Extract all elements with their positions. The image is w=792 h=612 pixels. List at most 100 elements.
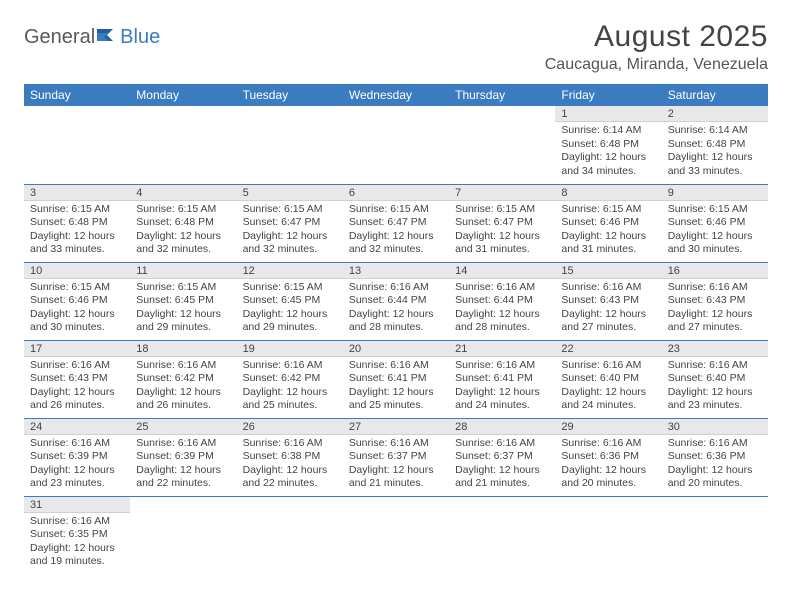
day-info: Sunrise: 6:14 AMSunset: 6:48 PMDaylight:… — [662, 122, 768, 181]
calendar-day-cell: 3Sunrise: 6:15 AMSunset: 6:48 PMDaylight… — [24, 184, 130, 262]
calendar-day-cell — [449, 106, 555, 184]
calendar-day-cell — [130, 496, 236, 574]
calendar-day-cell: 8Sunrise: 6:15 AMSunset: 6:46 PMDaylight… — [555, 184, 661, 262]
calendar-day-cell: 5Sunrise: 6:15 AMSunset: 6:47 PMDaylight… — [237, 184, 343, 262]
calendar-day-cell: 14Sunrise: 6:16 AMSunset: 6:44 PMDayligh… — [449, 262, 555, 340]
calendar-day-cell: 21Sunrise: 6:16 AMSunset: 6:41 PMDayligh… — [449, 340, 555, 418]
calendar-day-cell: 31Sunrise: 6:16 AMSunset: 6:35 PMDayligh… — [24, 496, 130, 574]
calendar-day-cell: 20Sunrise: 6:16 AMSunset: 6:41 PMDayligh… — [343, 340, 449, 418]
logo-text-blue: Blue — [120, 26, 160, 49]
day-number: 25 — [130, 419, 236, 435]
logo: General Blue — [24, 20, 160, 49]
day-number: 27 — [343, 419, 449, 435]
day-info: Sunrise: 6:16 AMSunset: 6:37 PMDaylight:… — [449, 435, 555, 494]
day-number: 2 — [662, 106, 768, 122]
calendar-day-cell: 24Sunrise: 6:16 AMSunset: 6:39 PMDayligh… — [24, 418, 130, 496]
calendar-week-row: 17Sunrise: 6:16 AMSunset: 6:43 PMDayligh… — [24, 340, 768, 418]
day-number: 7 — [449, 185, 555, 201]
calendar-day-cell: 18Sunrise: 6:16 AMSunset: 6:42 PMDayligh… — [130, 340, 236, 418]
calendar-day-cell: 6Sunrise: 6:15 AMSunset: 6:47 PMDaylight… — [343, 184, 449, 262]
calendar-day-cell: 23Sunrise: 6:16 AMSunset: 6:40 PMDayligh… — [662, 340, 768, 418]
day-info: Sunrise: 6:16 AMSunset: 6:35 PMDaylight:… — [24, 513, 130, 572]
calendar-day-cell — [237, 496, 343, 574]
calendar-day-cell: 28Sunrise: 6:16 AMSunset: 6:37 PMDayligh… — [449, 418, 555, 496]
calendar-week-row: 3Sunrise: 6:15 AMSunset: 6:48 PMDaylight… — [24, 184, 768, 262]
calendar-day-cell — [24, 106, 130, 184]
calendar-day-cell: 22Sunrise: 6:16 AMSunset: 6:40 PMDayligh… — [555, 340, 661, 418]
day-info: Sunrise: 6:16 AMSunset: 6:39 PMDaylight:… — [130, 435, 236, 494]
calendar-table: Sunday Monday Tuesday Wednesday Thursday… — [24, 84, 768, 574]
calendar-page: General Blue August 2025 Caucagua, Miran… — [0, 0, 792, 594]
day-number: 14 — [449, 263, 555, 279]
calendar-day-cell: 19Sunrise: 6:16 AMSunset: 6:42 PMDayligh… — [237, 340, 343, 418]
day-info: Sunrise: 6:15 AMSunset: 6:46 PMDaylight:… — [24, 279, 130, 338]
day-info: Sunrise: 6:16 AMSunset: 6:43 PMDaylight:… — [555, 279, 661, 338]
day-number: 8 — [555, 185, 661, 201]
day-info: Sunrise: 6:16 AMSunset: 6:41 PMDaylight:… — [343, 357, 449, 416]
day-number: 30 — [662, 419, 768, 435]
calendar-day-cell — [237, 106, 343, 184]
calendar-day-cell: 29Sunrise: 6:16 AMSunset: 6:36 PMDayligh… — [555, 418, 661, 496]
calendar-day-cell: 15Sunrise: 6:16 AMSunset: 6:43 PMDayligh… — [555, 262, 661, 340]
day-number: 26 — [237, 419, 343, 435]
day-number: 11 — [130, 263, 236, 279]
day-number: 6 — [343, 185, 449, 201]
logo-text-general: General — [24, 26, 95, 49]
day-info: Sunrise: 6:15 AMSunset: 6:46 PMDaylight:… — [662, 201, 768, 260]
calendar-day-cell — [130, 106, 236, 184]
weekday-header: Thursday — [449, 84, 555, 106]
weekday-header: Tuesday — [237, 84, 343, 106]
day-info: Sunrise: 6:15 AMSunset: 6:47 PMDaylight:… — [449, 201, 555, 260]
calendar-week-row: 31Sunrise: 6:16 AMSunset: 6:35 PMDayligh… — [24, 496, 768, 574]
day-info: Sunrise: 6:15 AMSunset: 6:48 PMDaylight:… — [130, 201, 236, 260]
flag-icon — [97, 26, 119, 49]
day-info: Sunrise: 6:15 AMSunset: 6:47 PMDaylight:… — [237, 201, 343, 260]
day-info: Sunrise: 6:15 AMSunset: 6:46 PMDaylight:… — [555, 201, 661, 260]
weekday-header-row: Sunday Monday Tuesday Wednesday Thursday… — [24, 84, 768, 106]
day-info: Sunrise: 6:16 AMSunset: 6:38 PMDaylight:… — [237, 435, 343, 494]
day-number: 28 — [449, 419, 555, 435]
day-info: Sunrise: 6:16 AMSunset: 6:43 PMDaylight:… — [24, 357, 130, 416]
calendar-day-cell: 16Sunrise: 6:16 AMSunset: 6:43 PMDayligh… — [662, 262, 768, 340]
day-number: 21 — [449, 341, 555, 357]
day-number: 23 — [662, 341, 768, 357]
day-info: Sunrise: 6:16 AMSunset: 6:40 PMDaylight:… — [662, 357, 768, 416]
day-info: Sunrise: 6:16 AMSunset: 6:44 PMDaylight:… — [449, 279, 555, 338]
day-info: Sunrise: 6:16 AMSunset: 6:41 PMDaylight:… — [449, 357, 555, 416]
calendar-day-cell — [555, 496, 661, 574]
calendar-day-cell: 1Sunrise: 6:14 AMSunset: 6:48 PMDaylight… — [555, 106, 661, 184]
weekday-header: Saturday — [662, 84, 768, 106]
weekday-header: Wednesday — [343, 84, 449, 106]
day-number: 15 — [555, 263, 661, 279]
calendar-day-cell: 2Sunrise: 6:14 AMSunset: 6:48 PMDaylight… — [662, 106, 768, 184]
day-number: 31 — [24, 497, 130, 513]
day-number: 4 — [130, 185, 236, 201]
location: Caucagua, Miranda, Venezuela — [545, 56, 768, 74]
calendar-day-cell — [662, 496, 768, 574]
calendar-week-row: 24Sunrise: 6:16 AMSunset: 6:39 PMDayligh… — [24, 418, 768, 496]
calendar-day-cell: 17Sunrise: 6:16 AMSunset: 6:43 PMDayligh… — [24, 340, 130, 418]
day-info: Sunrise: 6:16 AMSunset: 6:43 PMDaylight:… — [662, 279, 768, 338]
calendar-day-cell: 4Sunrise: 6:15 AMSunset: 6:48 PMDaylight… — [130, 184, 236, 262]
weekday-header: Friday — [555, 84, 661, 106]
calendar-week-row: 10Sunrise: 6:15 AMSunset: 6:46 PMDayligh… — [24, 262, 768, 340]
day-info: Sunrise: 6:16 AMSunset: 6:37 PMDaylight:… — [343, 435, 449, 494]
calendar-day-cell: 12Sunrise: 6:15 AMSunset: 6:45 PMDayligh… — [237, 262, 343, 340]
day-number: 12 — [237, 263, 343, 279]
calendar-body: 1Sunrise: 6:14 AMSunset: 6:48 PMDaylight… — [24, 106, 768, 574]
title-block: August 2025 Caucagua, Miranda, Venezuela — [545, 20, 768, 74]
calendar-day-cell: 25Sunrise: 6:16 AMSunset: 6:39 PMDayligh… — [130, 418, 236, 496]
day-number: 3 — [24, 185, 130, 201]
day-info: Sunrise: 6:15 AMSunset: 6:47 PMDaylight:… — [343, 201, 449, 260]
calendar-day-cell: 13Sunrise: 6:16 AMSunset: 6:44 PMDayligh… — [343, 262, 449, 340]
day-number: 24 — [24, 419, 130, 435]
day-number: 5 — [237, 185, 343, 201]
calendar-day-cell: 7Sunrise: 6:15 AMSunset: 6:47 PMDaylight… — [449, 184, 555, 262]
calendar-day-cell: 27Sunrise: 6:16 AMSunset: 6:37 PMDayligh… — [343, 418, 449, 496]
day-info: Sunrise: 6:16 AMSunset: 6:36 PMDaylight:… — [555, 435, 661, 494]
day-number: 18 — [130, 341, 236, 357]
day-info: Sunrise: 6:16 AMSunset: 6:42 PMDaylight:… — [130, 357, 236, 416]
day-number: 20 — [343, 341, 449, 357]
calendar-day-cell: 26Sunrise: 6:16 AMSunset: 6:38 PMDayligh… — [237, 418, 343, 496]
calendar-day-cell: 9Sunrise: 6:15 AMSunset: 6:46 PMDaylight… — [662, 184, 768, 262]
